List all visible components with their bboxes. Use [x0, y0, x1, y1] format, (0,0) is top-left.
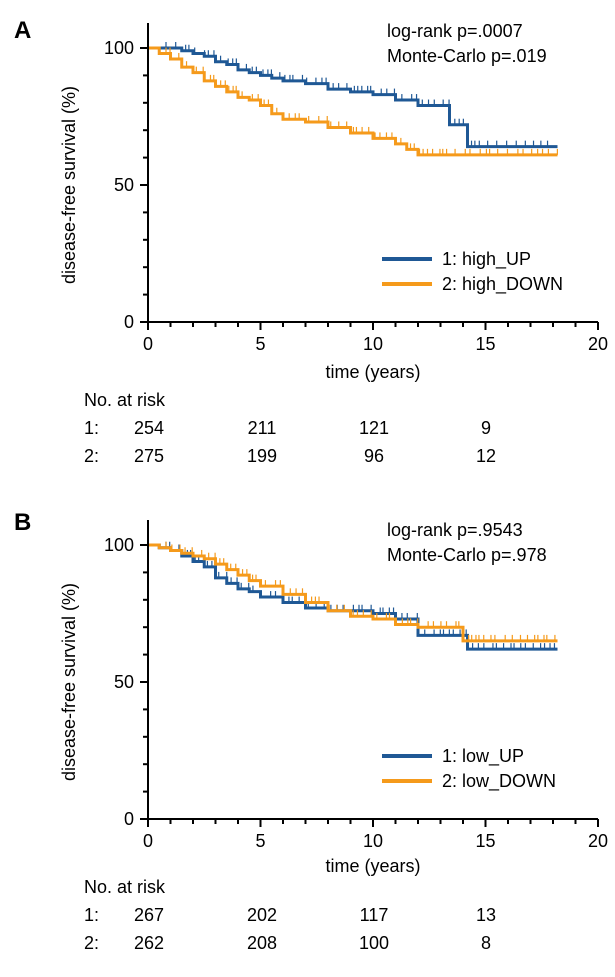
annotation-montecarlo: Monte-Carlo p=.978	[387, 545, 547, 565]
x-tick-label: 20	[588, 831, 608, 851]
y-tick-label: 50	[114, 175, 134, 195]
x-tick-label: 20	[588, 334, 608, 354]
x-tick-label: 0	[143, 831, 153, 851]
y-axis-label: disease-free survival (%)	[59, 583, 79, 781]
legend: 1: low_UP 2: low_DOWN	[382, 746, 556, 792]
censor-marks-1	[165, 42, 549, 147]
x-tick-label: 10	[363, 334, 383, 354]
risk-value: 12	[475, 446, 497, 466]
risk-value: 8	[480, 933, 492, 953]
x-tick-label: 5	[255, 831, 265, 851]
panel-label: A	[14, 17, 31, 44]
legend-entry: 1: low_UP	[442, 746, 524, 767]
x-axis-label: time (years)	[325, 856, 420, 876]
x-tick-label: 5	[255, 334, 265, 354]
y-tick-label: 100	[104, 535, 134, 555]
risk-table-b: No. at risk 1: 267 202 117 13 2: 262 208…	[0, 877, 615, 977]
risk-value: 96	[363, 446, 385, 466]
x-tick-label: 0	[143, 334, 153, 354]
risk-table-title: No. at risk	[84, 877, 166, 897]
risk-table-title: No. at risk	[84, 390, 166, 410]
km-panel-b: B disease-free survival (%) time (years)…	[0, 497, 615, 960]
risk-value: 121	[358, 418, 390, 438]
survival-curve-1	[148, 543, 558, 651]
risk-value: 199	[246, 446, 278, 466]
legend-entry: 1: high_UP	[442, 249, 531, 270]
y-tick-label: 0	[124, 312, 134, 332]
risk-value: 13	[475, 905, 497, 925]
y-axis-label: disease-free survival (%)	[59, 86, 79, 284]
x-tick-label: 15	[475, 831, 495, 851]
km-chart-b: B disease-free survival (%) time (years)…	[14, 509, 608, 876]
risk-value: 117	[359, 905, 389, 925]
plot-area	[148, 541, 558, 651]
km-chart-a: A disease-free survival (%) time (years)…	[14, 17, 608, 382]
axes: 0 50 100 0 5 10 15 20	[104, 520, 608, 851]
y-tick-label: 100	[104, 38, 134, 58]
risk-value: 211	[247, 418, 277, 438]
annotation-montecarlo: Monte-Carlo p=.019	[387, 46, 547, 66]
risk-row-label: 1:	[84, 905, 100, 925]
y-tick-label: 0	[124, 809, 134, 829]
km-panel-a: A disease-free survival (%) time (years)…	[0, 0, 615, 485]
survival-curve-2	[148, 543, 558, 643]
risk-row-label: 1:	[84, 418, 100, 438]
legend: 1: high_UP 2: high_DOWN	[382, 249, 563, 295]
y-tick-label: 50	[114, 672, 134, 692]
legend-entry: 2: low_DOWN	[442, 771, 556, 792]
risk-value: 267	[133, 905, 165, 925]
risk-row-label: 2:	[84, 446, 100, 466]
x-tick-label: 15	[475, 334, 495, 354]
risk-value: 202	[246, 905, 278, 925]
panel-label: B	[14, 509, 31, 536]
risk-value: 254	[133, 418, 165, 438]
censor-marks-2	[165, 541, 556, 641]
annotation-logrank: log-rank p=.9543	[387, 520, 523, 540]
risk-row-label: 2:	[84, 933, 100, 953]
risk-value: 275	[133, 446, 165, 466]
censor-marks-2	[165, 47, 558, 155]
risk-value: 208	[246, 933, 278, 953]
survival-curve-2	[148, 46, 558, 157]
risk-value: 100	[358, 933, 390, 953]
annotation-logrank: log-rank p=.0007	[387, 21, 523, 41]
x-axis-label: time (years)	[325, 362, 420, 382]
plot-area	[148, 42, 558, 157]
x-tick-label: 10	[363, 831, 383, 851]
risk-table-a: No. at risk 1: 254 211 121 9 2: 275 199 …	[0, 390, 615, 490]
axes: 0 50 100 0 5 10 15 20	[104, 23, 608, 354]
risk-value: 9	[480, 418, 492, 438]
legend-entry: 2: high_DOWN	[442, 274, 563, 295]
risk-value: 262	[133, 933, 165, 953]
